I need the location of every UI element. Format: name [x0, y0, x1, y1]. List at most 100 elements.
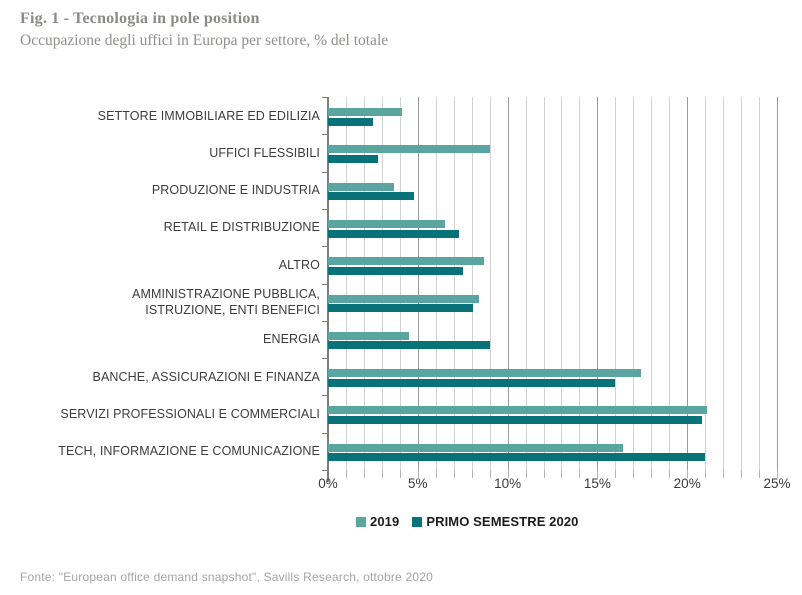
chart-title: Fig. 1 - Tecnologia in pole position	[20, 10, 260, 27]
gridline	[381, 97, 383, 470]
gridline	[777, 97, 778, 470]
x-axis-tick	[741, 470, 743, 478]
bar-2019	[328, 294, 479, 303]
chart-subtitle: Occupazione degli uffici in Europa per s…	[20, 32, 389, 49]
x-axis-tick	[723, 470, 725, 478]
x-axis-tick	[363, 470, 365, 478]
category-boundary-tick	[322, 171, 328, 173]
bar-primo-semestre-2020	[328, 416, 702, 424]
gridline	[705, 97, 707, 470]
bar-2019	[328, 257, 485, 266]
category-label: ALTRO	[278, 257, 320, 272]
category-label: SETTORE IMMOBILIARE ED EDILIZIA	[97, 108, 320, 123]
gridline	[525, 97, 527, 470]
x-axis-tick	[453, 470, 455, 478]
category-boundary-tick	[322, 283, 328, 285]
y-axis-line	[327, 97, 329, 470]
gridline	[759, 97, 761, 470]
bar-2019	[328, 369, 641, 378]
category-label: PRODUZIONE E INDUSTRIA	[151, 183, 320, 198]
x-axis-tick	[561, 470, 563, 478]
x-axis-tick-label: 15%	[583, 476, 611, 491]
gridline	[561, 97, 563, 470]
category-boundary-tick	[322, 208, 328, 210]
bar-2019	[328, 443, 623, 452]
bar-primo-semestre-2020	[328, 341, 490, 350]
x-axis-tick	[633, 470, 635, 478]
x-axis-tick	[687, 470, 689, 478]
x-axis-tick	[543, 470, 545, 478]
gridline	[489, 97, 491, 470]
category-label: UFFICI FLESSIBILI	[209, 145, 320, 160]
gridline	[345, 97, 347, 470]
category-boundary-tick	[322, 470, 328, 471]
gridline	[453, 97, 455, 470]
bar-primo-semestre-2020	[328, 266, 463, 275]
bar-primo-semestre-2020	[328, 453, 706, 462]
gridline	[687, 97, 689, 470]
gridline	[417, 97, 419, 470]
legend-swatch-primo-semestre-2020	[412, 516, 423, 527]
bar-primo-semestre-2020	[328, 154, 379, 163]
gridline	[669, 97, 671, 470]
x-axis-tick	[579, 470, 581, 478]
bar-primo-semestre-2020	[328, 378, 616, 387]
legend-swatch-2019	[356, 516, 366, 527]
x-axis-tick-label: 10%	[494, 476, 522, 491]
x-axis-tick	[669, 470, 671, 478]
gridline	[399, 97, 401, 470]
x-axis-tick-label: 5%	[408, 476, 428, 491]
gridline	[471, 97, 473, 470]
category-label: RETAIL E DISTRIBUZIONE	[163, 220, 320, 235]
category-boundary-tick	[322, 97, 328, 98]
bar-2019	[328, 219, 445, 228]
gridline	[633, 97, 635, 470]
x-axis-tick	[759, 470, 761, 478]
x-axis-tick	[471, 470, 473, 478]
bar-2019	[328, 182, 395, 191]
gridline	[615, 97, 617, 470]
legend-item-primo-semestre-2020: PRIMO SEMESTRE 2020	[412, 514, 578, 529]
category-label: AMMINISTRAZIONE PUBBLICA, ISTRUZIONE, EN…	[132, 286, 320, 318]
legend-label-2019: 2019	[370, 514, 400, 529]
bar-primo-semestre-2020	[328, 304, 474, 313]
x-axis-tick	[489, 470, 491, 478]
category-boundary-tick	[322, 358, 328, 360]
x-axis-tick-label: 20%	[673, 476, 701, 491]
bar-primo-semestre-2020	[328, 229, 460, 238]
category-label: ENERGIA	[263, 332, 320, 347]
x-axis-tick	[525, 470, 527, 478]
gridline	[741, 97, 743, 470]
gridline	[579, 97, 581, 470]
gridline	[435, 97, 437, 470]
x-axis-tick	[399, 470, 401, 478]
bar-2019	[328, 331, 409, 340]
source-note: Fonte: "European office demand snapshot"…	[20, 570, 433, 584]
gridline	[723, 97, 725, 470]
x-axis-tick	[597, 470, 599, 478]
category-label: SERVIZI PROFESSIONALI E COMMERCIALI	[60, 406, 320, 421]
category-boundary-tick	[322, 246, 328, 248]
bar-primo-semestre-2020	[328, 192, 415, 201]
x-axis-tick	[777, 470, 778, 478]
x-axis-tick	[651, 470, 653, 478]
bar-primo-semestre-2020	[328, 117, 373, 126]
bar-2019	[328, 406, 707, 415]
legend-label-primo-semestre-2020: PRIMO SEMESTRE 2020	[426, 514, 579, 529]
x-axis-tick	[327, 470, 329, 482]
x-axis-tick	[345, 470, 347, 478]
category-boundary-tick	[322, 134, 328, 136]
category-label: BANCHE, ASSICURAZIONI E FINANZA	[92, 369, 320, 384]
chart-legend: 2019 PRIMO SEMESTRE 2020	[356, 514, 579, 529]
gridline	[543, 97, 545, 470]
bar-2019	[328, 108, 402, 116]
gridline	[363, 97, 365, 470]
gridline	[507, 97, 509, 470]
x-axis-tick	[507, 470, 509, 478]
category-boundary-tick	[322, 320, 328, 322]
gridline	[597, 97, 599, 470]
x-axis-tick-label: 0%	[318, 476, 338, 491]
x-axis-tick	[381, 470, 383, 478]
category-label: TECH, INFORMAZIONE E COMUNICAZIONE	[58, 444, 320, 459]
